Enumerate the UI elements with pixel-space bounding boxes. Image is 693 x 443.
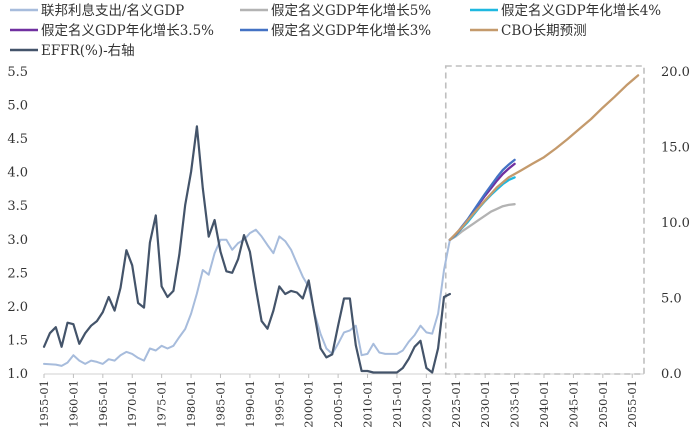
legend-label: 联邦利息支出/名义GDP <box>41 2 184 19</box>
y-left-tick-label: 3.5 <box>7 199 28 214</box>
y-left-tick-label: 1.5 <box>7 333 28 348</box>
y-right-tick-label: 0.0 <box>661 367 682 382</box>
x-tick-label: 2020-01 <box>419 380 433 428</box>
legend-label: EFFR(%)-右轴 <box>41 43 135 59</box>
legend-item-gdp-3-5pct: 假定名义GDP年化增长3.5% <box>10 23 214 39</box>
x-tick-label: 1985-01 <box>213 380 227 428</box>
x-tick-label: 2035-01 <box>508 380 522 428</box>
legend-label: CBO长期预测 <box>501 23 587 39</box>
forecast-highlight-box <box>444 65 645 375</box>
legend-label: 假定名义GDP年化增长4% <box>501 3 661 19</box>
legend-label: 假定名义GDP年化增长5% <box>271 3 431 19</box>
y-left-tick-label: 2.0 <box>7 300 28 315</box>
x-tick-label: 1960-01 <box>66 380 80 428</box>
y-left-tick-label: 4.5 <box>7 132 28 147</box>
series-line-5 <box>448 74 640 241</box>
x-tick-label: 2025-01 <box>449 380 463 428</box>
plot-area: 1.0 1.5 2.0 2.5 3.0 3.5 4.0 4.5 5.0 5.5 0.0 5.0 10.0… <box>7 65 690 428</box>
x-tick-label: 2045-01 <box>566 380 580 428</box>
legend-label: 假定名义GDP年化增长3% <box>271 23 431 39</box>
legend-item-gdp-3pct: 假定名义GDP年化增长3% <box>240 23 431 39</box>
y-left-tick-label: 4.0 <box>7 166 28 181</box>
legend-label: 假定名义GDP年化增长3.5% <box>41 23 214 39</box>
legend-item-gdp-4pct: 假定名义GDP年化增长4% <box>470 3 661 19</box>
x-tick-label: 1965-01 <box>96 380 110 428</box>
legend-item-interest-gdp: 联邦利息支出/名义GDP <box>10 2 184 19</box>
x-tick-label: 1975-01 <box>155 380 169 428</box>
x-tick-label: 2040-01 <box>537 380 551 428</box>
y-left-tick-label: 3.0 <box>7 233 28 248</box>
legend-item-gdp-5pct: 假定名义GDP年化增长5% <box>240 3 431 19</box>
y-left-tick-label: 5.5 <box>7 65 28 80</box>
x-tick-label: 1970-01 <box>125 380 139 428</box>
x-tick-label: 2005-01 <box>331 380 345 428</box>
legend-item-effr: EFFR(%)-右轴 <box>10 43 135 59</box>
x-tick-label: 2055-01 <box>625 380 639 428</box>
y-left-tick-label: 1.0 <box>7 367 28 382</box>
y-left-tick-label: 2.5 <box>7 266 28 281</box>
x-tick-label: 2050-01 <box>596 380 610 428</box>
series-line-0 <box>43 228 451 367</box>
legend: 联邦利息支出/名义GDP 假定名义GDP年化增长5% 假定名义GDP年化增长4%… <box>10 2 661 59</box>
x-tick-label: 2010-01 <box>361 380 375 428</box>
series-line-1 <box>448 203 516 241</box>
x-tick-label: 1955-01 <box>37 380 51 428</box>
x-tick-label: 2015-01 <box>390 380 404 428</box>
x-tick-label: 1980-01 <box>184 380 198 428</box>
legend-item-cbo: CBO长期预测 <box>470 23 587 39</box>
y-right-tick-label: 10.0 <box>661 216 690 231</box>
y-left-tick-label: 5.0 <box>7 99 28 114</box>
y-right-tick-label: 5.0 <box>661 292 682 307</box>
x-tick-label: 1990-01 <box>243 380 257 428</box>
x-tick-label: 2030-01 <box>478 380 492 428</box>
x-tick-label: 1995-01 <box>272 380 286 428</box>
series-line-6 <box>42 125 451 374</box>
y-right-tick-label: 20.0 <box>661 65 690 80</box>
y-right-tick-label: 15.0 <box>661 141 690 156</box>
x-tick-label: 2000-01 <box>302 380 316 428</box>
